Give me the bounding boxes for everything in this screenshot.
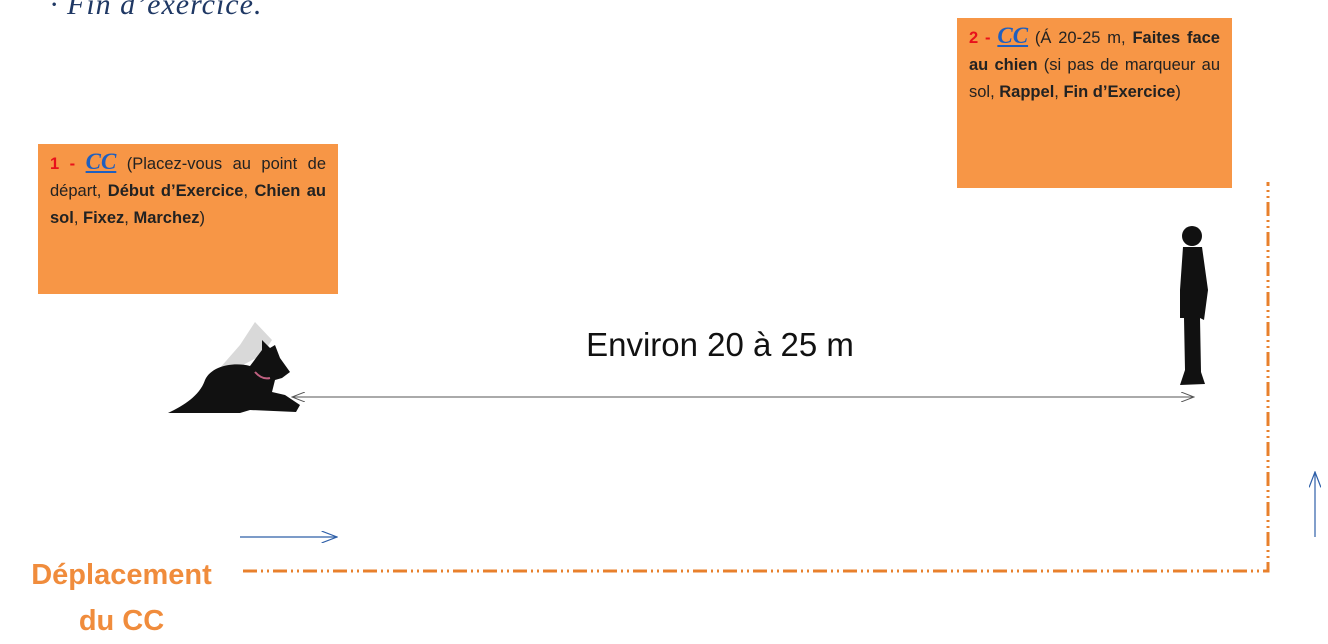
handler-path [243, 182, 1268, 571]
role: CC [86, 149, 117, 174]
text: (Á 20-25 m, [1035, 29, 1133, 47]
step-box: 2 - CC (Á 20-25 m, Faites face au chien … [957, 18, 1232, 188]
path-label-line: Déplacement [0, 552, 243, 598]
text: Fin d’Exercice [1063, 83, 1175, 101]
dog-icon [168, 322, 300, 413]
page: · Fin d’exercice. 1 - CC (Placez-vous au… [0, 0, 1328, 634]
person-icon [1180, 226, 1208, 385]
text: ) [200, 209, 206, 227]
role: CC [997, 23, 1028, 48]
text: Marchez [133, 209, 199, 227]
text: Rappel [999, 83, 1054, 101]
step-number: 1 - [50, 155, 75, 173]
path-label-line: du CC [0, 598, 243, 644]
text: , [74, 209, 83, 227]
step-number: 2 - [969, 29, 991, 47]
text: ) [1175, 83, 1181, 101]
text: Fixez [83, 209, 124, 227]
distance-label: Environ 20 à 25 m [500, 326, 940, 364]
text: , [244, 182, 255, 200]
text: Début d’Exercice [108, 182, 244, 200]
step-box: 1 - CC (Placez-vous au point de départ, … [38, 144, 338, 294]
